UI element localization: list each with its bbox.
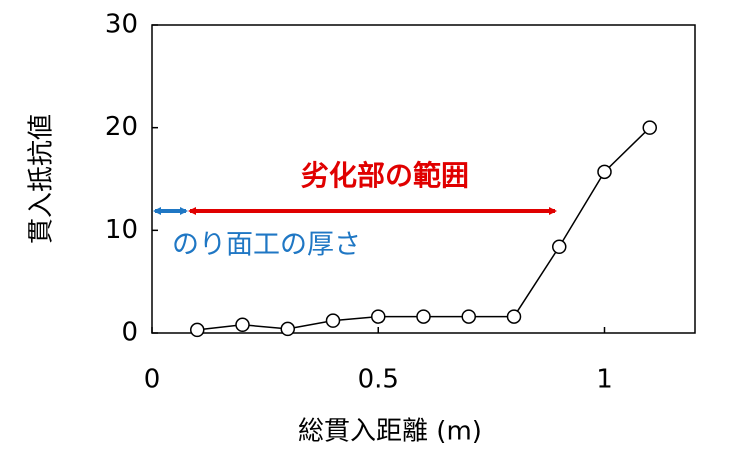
data-point [506,309,522,324]
data-point [416,309,431,324]
x-axis-label: 総貫入距離 (m) [298,417,482,447]
data-point [461,309,476,324]
y-tick-label: 30 [105,10,138,40]
data-point [552,239,567,255]
y-tick-label: 0 [121,318,138,348]
data-point [235,317,250,333]
x-tick-label: 0 [144,365,161,395]
data-point [190,322,205,338]
data-point [642,120,657,135]
y-tick-label: 10 [105,215,138,245]
data-point [597,164,612,180]
y-tick-label: 20 [105,112,138,142]
data-point [280,321,295,337]
data-point [325,313,341,328]
x-tick-label: 1 [596,365,613,395]
y-axis-label: 貫入抵抗値 [27,114,57,244]
data-point [371,309,386,324]
x-tick-label: 0.5 [358,365,399,395]
annotation: 劣化部の範囲 [301,159,469,192]
plot-frame [151,24,696,334]
annotation: のり面工の厚さ [172,230,361,261]
